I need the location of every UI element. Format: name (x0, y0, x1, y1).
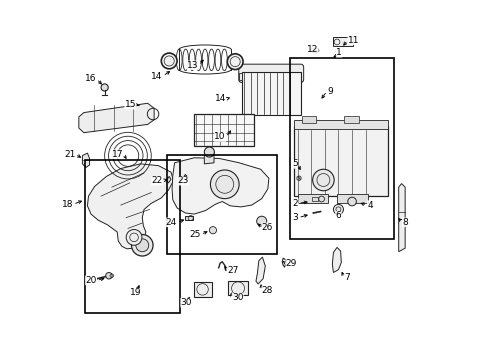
Text: 19: 19 (130, 288, 142, 297)
Bar (193, 114, 253, 146)
Polygon shape (166, 176, 171, 183)
Text: 27: 27 (227, 266, 238, 275)
Text: 11: 11 (347, 36, 359, 45)
Circle shape (101, 84, 108, 91)
Polygon shape (172, 158, 268, 214)
Circle shape (333, 204, 343, 215)
Circle shape (210, 170, 239, 199)
Text: 25: 25 (189, 230, 201, 239)
Circle shape (347, 197, 356, 206)
Text: 21: 21 (64, 150, 75, 159)
Bar (333, 37, 352, 45)
Circle shape (204, 147, 214, 157)
Text: 14: 14 (151, 72, 163, 81)
Text: 8: 8 (402, 218, 407, 227)
Bar (293, 126, 387, 196)
Text: 12: 12 (306, 45, 318, 54)
Text: 2: 2 (292, 199, 298, 208)
Text: 10: 10 (214, 132, 225, 141)
Polygon shape (239, 73, 241, 80)
Text: 22: 22 (151, 176, 163, 185)
Text: 26: 26 (261, 223, 272, 232)
Bar (297, 194, 327, 203)
Text: 18: 18 (61, 200, 73, 209)
Text: 13: 13 (187, 61, 198, 70)
Bar (293, 120, 387, 129)
Polygon shape (87, 164, 173, 249)
Polygon shape (332, 247, 341, 273)
Polygon shape (255, 257, 265, 284)
Bar (301, 116, 316, 123)
Bar (167, 155, 276, 253)
Text: 3: 3 (292, 213, 298, 222)
Bar (185, 216, 193, 220)
Text: 20: 20 (85, 276, 97, 285)
Text: 29: 29 (285, 259, 297, 268)
Polygon shape (398, 184, 405, 252)
Text: 9: 9 (326, 86, 332, 95)
Text: 15: 15 (124, 100, 136, 109)
Text: 30: 30 (180, 298, 192, 307)
Text: 28: 28 (261, 286, 272, 295)
Text: 23: 23 (177, 176, 188, 185)
Circle shape (318, 196, 324, 202)
Circle shape (105, 273, 112, 279)
Text: 5: 5 (291, 159, 297, 168)
Circle shape (136, 239, 148, 252)
Text: 14: 14 (214, 94, 225, 103)
Bar (290, 58, 394, 239)
Text: 17: 17 (112, 150, 123, 159)
Bar (193, 282, 211, 297)
Text: 30: 30 (231, 293, 243, 302)
Polygon shape (204, 152, 214, 164)
Bar (311, 197, 318, 201)
Polygon shape (82, 153, 89, 167)
Text: 7: 7 (344, 273, 349, 282)
Circle shape (131, 234, 153, 256)
Text: 6: 6 (335, 211, 341, 220)
Polygon shape (79, 103, 154, 133)
Bar (228, 281, 247, 296)
FancyBboxPatch shape (238, 64, 303, 82)
Circle shape (312, 169, 333, 191)
Circle shape (209, 226, 216, 234)
Circle shape (227, 54, 243, 69)
Circle shape (256, 216, 266, 226)
Text: 1: 1 (336, 48, 341, 57)
Bar (241, 72, 300, 116)
Text: 24: 24 (165, 218, 177, 227)
Text: 4: 4 (366, 201, 372, 210)
Bar (85, 160, 180, 313)
Bar (344, 116, 358, 123)
Text: 16: 16 (85, 75, 97, 84)
Ellipse shape (310, 48, 318, 52)
Circle shape (126, 229, 142, 245)
Bar (336, 194, 367, 203)
Circle shape (161, 53, 177, 69)
